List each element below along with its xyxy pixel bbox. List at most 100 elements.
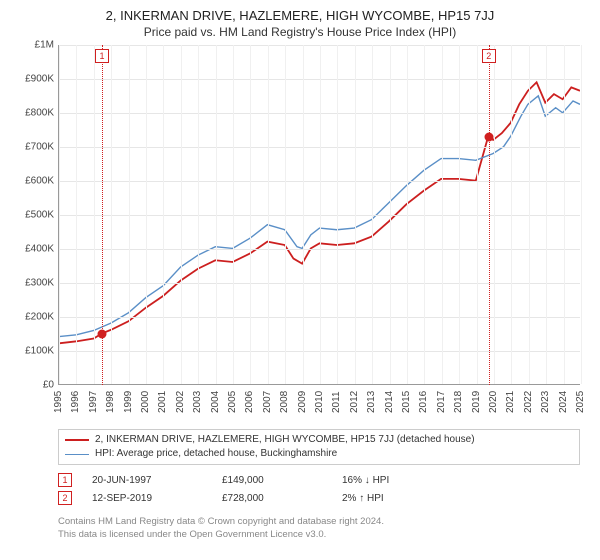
y-tick-label: £700K [25,142,54,153]
gridline-v [76,45,77,384]
event-date: 12-SEP-2019 [92,493,202,504]
x-tick-label: 2011 [331,391,342,413]
legend-swatch [65,439,89,441]
event-marker-small: 1 [58,473,72,487]
gridline-v [181,45,182,384]
gridline-v [250,45,251,384]
x-tick-label: 2007 [262,391,273,413]
x-tick-label: 2008 [279,391,290,413]
gridline-v [390,45,391,384]
y-tick-label: £0 [43,380,54,391]
x-tick-label: 2016 [418,391,429,413]
y-tick-label: £600K [25,176,54,187]
gridline-v [303,45,304,384]
gridline-v [564,45,565,384]
gridline-v [511,45,512,384]
gridline-v [129,45,130,384]
x-tick-label: 2000 [140,391,151,413]
gridline-v [285,45,286,384]
x-tick-label: 1996 [70,391,81,413]
gridline-v [442,45,443,384]
x-tick-label: 1995 [53,391,64,413]
gridline-v [546,45,547,384]
legend: 2, INKERMAN DRIVE, HAZLEMERE, HIGH WYCOM… [58,429,580,465]
gridline-v [581,45,582,384]
legend-row: HPI: Average price, detached house, Buck… [65,447,573,461]
gridline-v [233,45,234,384]
y-axis: £0£100K£200K£300K£400K£500K£600K£700K£80… [14,45,58,385]
x-tick-label: 2006 [244,391,255,413]
legend-swatch [65,454,89,455]
footer-line: This data is licensed under the Open Gov… [58,528,580,541]
gridline-v [216,45,217,384]
x-tick-label: 2025 [575,391,586,413]
y-tick-label: £800K [25,108,54,119]
x-tick-label: 2015 [401,391,412,413]
gridline-v [494,45,495,384]
x-tick-label: 2001 [157,391,168,413]
gridline-v [320,45,321,384]
y-tick-label: £500K [25,210,54,221]
footer-attribution: Contains HM Land Registry data © Crown c… [58,515,580,541]
x-tick-label: 2009 [297,391,308,413]
chart-subtitle: Price paid vs. HM Land Registry's House … [14,25,586,39]
x-tick-label: 1998 [105,391,116,413]
events-table: 120-JUN-1997£149,00016% ↓ HPI212-SEP-201… [58,471,580,507]
y-tick-label: £1M [35,40,54,51]
x-tick-label: 2014 [384,391,395,413]
legend-label: HPI: Average price, detached house, Buck… [95,447,337,461]
x-tick-label: 2018 [453,391,464,413]
event-delta: 16% ↓ HPI [342,475,389,486]
plot-area: 12 [58,45,580,385]
gridline-v [477,45,478,384]
y-tick-label: £900K [25,74,54,85]
event-dot [97,330,106,339]
x-tick-label: 2019 [471,391,482,413]
x-tick-label: 2002 [175,391,186,413]
gridline-v [459,45,460,384]
legend-row: 2, INKERMAN DRIVE, HAZLEMERE, HIGH WYCOM… [65,433,573,447]
events-row: 212-SEP-2019£728,0002% ↑ HPI [58,489,580,507]
chart-title: 2, INKERMAN DRIVE, HAZLEMERE, HIGH WYCOM… [14,8,586,23]
legend-label: 2, INKERMAN DRIVE, HAZLEMERE, HIGH WYCOM… [95,433,475,447]
event-dot [484,133,493,142]
x-tick-label: 2022 [523,391,534,413]
footer-line: Contains HM Land Registry data © Crown c… [58,515,580,528]
event-line [489,45,490,385]
gridline-v [355,45,356,384]
gridline-v [198,45,199,384]
x-tick-label: 2003 [192,391,203,413]
x-tick-label: 2004 [210,391,221,413]
event-marker-small: 2 [58,491,72,505]
event-date: 20-JUN-1997 [92,475,202,486]
x-axis: 1995199619971998199920002001200220032004… [58,385,580,425]
event-marker: 2 [482,49,496,63]
y-tick-label: £300K [25,278,54,289]
x-tick-label: 2010 [314,391,325,413]
x-tick-label: 2021 [505,391,516,413]
gridline-v [59,45,60,384]
x-tick-label: 2020 [488,391,499,413]
events-row: 120-JUN-1997£149,00016% ↓ HPI [58,471,580,489]
x-tick-label: 1999 [123,391,134,413]
event-price: £728,000 [222,493,322,504]
event-marker: 1 [95,49,109,63]
x-tick-label: 2012 [349,391,360,413]
gridline-v [424,45,425,384]
chart-container: 2, INKERMAN DRIVE, HAZLEMERE, HIGH WYCOM… [0,0,600,560]
y-tick-label: £400K [25,244,54,255]
gridline-v [372,45,373,384]
gridline-v [94,45,95,384]
gridline-v [407,45,408,384]
x-tick-label: 2005 [227,391,238,413]
x-tick-label: 2023 [540,391,551,413]
gridline-v [146,45,147,384]
gridline-v [111,45,112,384]
gridline-v [337,45,338,384]
gridline-v [529,45,530,384]
gridline-v [163,45,164,384]
y-tick-label: £100K [25,346,54,357]
x-tick-label: 2013 [366,391,377,413]
x-tick-label: 1997 [88,391,99,413]
gridline-v [268,45,269,384]
